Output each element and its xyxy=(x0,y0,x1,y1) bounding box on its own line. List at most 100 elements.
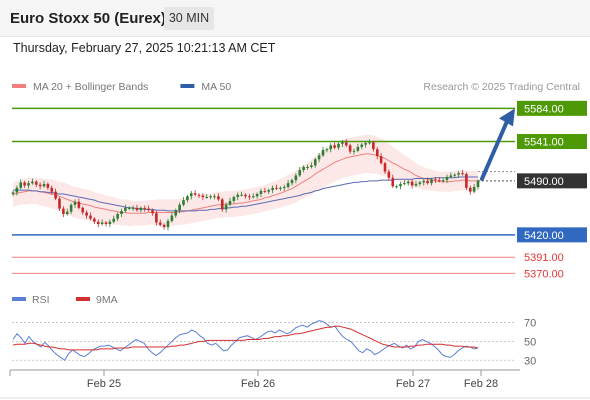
candle-body xyxy=(406,181,410,184)
candle-body xyxy=(54,191,57,199)
candle-body xyxy=(31,181,34,184)
forecast-arrow xyxy=(480,108,515,181)
candle-body xyxy=(85,212,88,216)
candle-body xyxy=(23,182,26,186)
candle-body xyxy=(65,211,69,215)
candle-body xyxy=(151,210,154,214)
time-axis: Feb 25 Feb 26 Feb 27 Feb 28 xyxy=(0,369,590,399)
timeframe-button[interactable]: 30 MIN xyxy=(164,7,214,30)
candle-body xyxy=(375,149,379,157)
candle-body xyxy=(104,222,108,225)
candle-body xyxy=(259,190,263,194)
candle-body xyxy=(306,166,309,168)
arrow-shaft xyxy=(480,119,509,181)
candle-body xyxy=(62,208,65,215)
rsi-legend: RSI 9MA xyxy=(12,294,118,306)
candle-body xyxy=(430,179,433,184)
legend-swatch xyxy=(12,84,26,88)
candle-body xyxy=(279,187,282,189)
candle-body xyxy=(19,182,23,188)
candle-body xyxy=(240,194,243,196)
candle-body xyxy=(170,215,174,221)
time-axis-label: Feb 28 xyxy=(464,378,498,390)
candle-body xyxy=(124,207,127,211)
candle-body xyxy=(282,187,286,189)
moving-averages xyxy=(12,153,478,214)
candle-body xyxy=(58,198,61,209)
candle-body xyxy=(310,165,313,167)
candlesticks xyxy=(11,139,480,231)
candle-body xyxy=(414,183,418,186)
candle-body xyxy=(112,218,116,222)
candle-body xyxy=(329,145,333,150)
candle-body xyxy=(395,186,398,188)
candle-body xyxy=(461,173,464,175)
candle-body xyxy=(294,175,298,181)
price-tags: 5584.00 5541.00 5420.00 5391.00 5370.00 5490.… xyxy=(517,100,587,280)
candle-body xyxy=(271,187,274,191)
candle-body xyxy=(228,200,232,205)
candle-body xyxy=(50,187,54,192)
candle-body xyxy=(193,193,197,195)
header-bar: Euro Stoxx 50 (Eurex) 30 MIN xyxy=(0,0,590,37)
candle-body xyxy=(244,194,247,197)
candle-body xyxy=(410,181,414,186)
candle-body xyxy=(166,220,170,228)
bollinger-area xyxy=(13,134,478,227)
candle-body xyxy=(127,207,131,209)
candle-body xyxy=(348,145,352,152)
candle-body xyxy=(468,187,472,192)
candle-body xyxy=(34,181,38,185)
candle-body xyxy=(143,207,147,209)
candle-body xyxy=(267,190,271,192)
candle-body xyxy=(426,180,429,184)
candle-body xyxy=(255,193,259,197)
candle-body xyxy=(178,204,181,211)
candle-body xyxy=(368,142,371,144)
datetime-label: Thursday, February 27, 2025 10:21:13 AM … xyxy=(13,41,276,55)
candle-body xyxy=(46,183,50,188)
candle-body xyxy=(403,183,406,185)
candle-body xyxy=(465,173,468,188)
candle-body xyxy=(453,174,457,176)
candle-body xyxy=(317,155,321,160)
candle-body xyxy=(186,196,189,201)
level-tag xyxy=(517,134,587,150)
candle-body xyxy=(434,179,437,181)
candle-body xyxy=(220,199,224,210)
candle-body xyxy=(147,208,150,211)
candle-body xyxy=(387,171,391,178)
level-label: 5391.00 xyxy=(524,252,564,264)
arrow-head xyxy=(499,108,515,127)
legend-label: MA 20 + Bollinger Bands xyxy=(33,81,148,93)
candle-body xyxy=(379,156,383,164)
candle-body xyxy=(418,182,422,184)
candle-body xyxy=(263,190,267,192)
watermark: Research © 2025 Trading Central xyxy=(423,81,580,93)
candle-body xyxy=(298,170,302,176)
candle-body xyxy=(352,150,356,152)
legend-label: MA 50 xyxy=(201,81,231,93)
candle-body xyxy=(42,183,46,187)
candle-body xyxy=(275,187,278,189)
candle-body xyxy=(162,224,166,228)
candle-body xyxy=(337,143,340,148)
candle-body xyxy=(77,201,81,208)
rsi-ma-line xyxy=(12,325,479,351)
candle-body xyxy=(457,173,460,175)
candle-body xyxy=(232,197,236,201)
candle-body xyxy=(158,222,162,225)
candle-body xyxy=(38,184,42,187)
candle-body xyxy=(11,192,15,194)
candle-body xyxy=(325,149,329,151)
candle-body xyxy=(108,221,112,225)
candle-body xyxy=(472,187,476,192)
candle-body xyxy=(201,195,205,198)
candle-body xyxy=(89,215,92,219)
candle-body xyxy=(27,183,30,186)
candle-body xyxy=(445,177,449,181)
candle-body xyxy=(476,180,480,188)
candle-body xyxy=(139,207,143,211)
ma20-line xyxy=(12,153,478,214)
